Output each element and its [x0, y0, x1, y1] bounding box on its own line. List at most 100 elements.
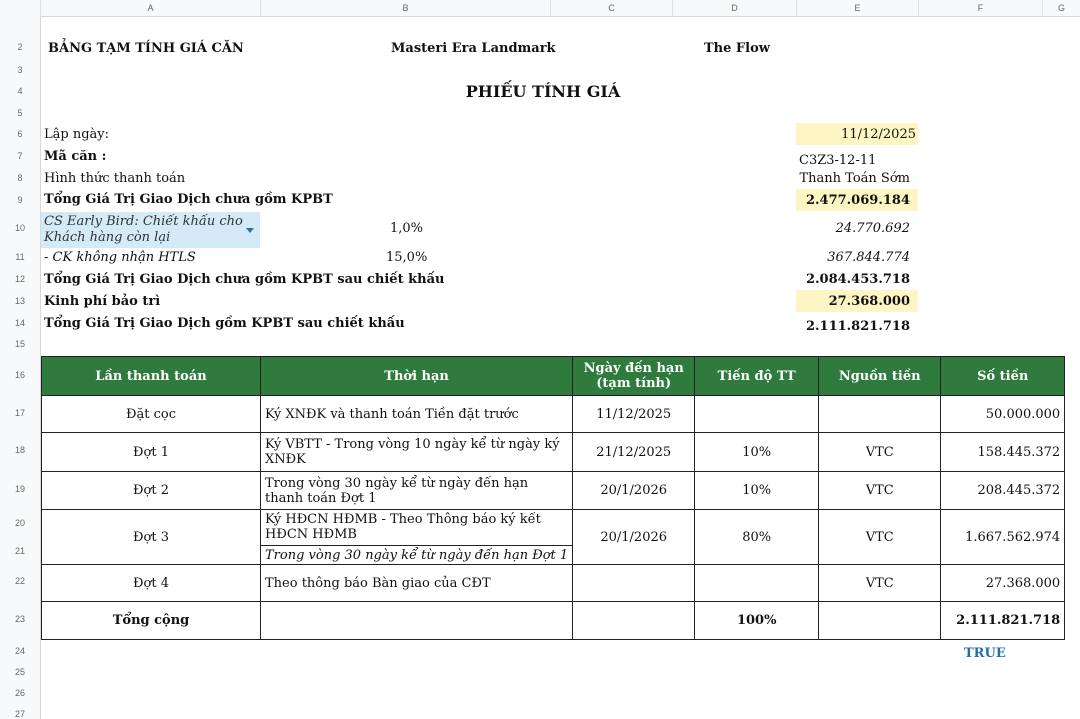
- date-value[interactable]: 11/12/2025: [841, 127, 916, 142]
- row-number[interactable]: 25: [14, 667, 25, 677]
- row-number[interactable]: 13: [14, 296, 25, 306]
- early-bird-label[interactable]: CS Early Bird: Chiết khấu cho Khách hàng…: [44, 214, 243, 245]
- row-number[interactable]: 26: [14, 688, 25, 698]
- row-number[interactable]: 16: [14, 370, 25, 380]
- amount-cell[interactable]: 27.368.000: [940, 564, 1066, 602]
- row-number[interactable]: 27: [14, 709, 25, 719]
- installment-cell[interactable]: Đợt 4: [41, 564, 261, 602]
- row-number[interactable]: 19: [14, 484, 25, 494]
- progress-cell[interactable]: [694, 395, 820, 433]
- header-cell[interactable]: Tiến độ TT: [694, 356, 820, 396]
- row-number[interactable]: 3: [17, 65, 23, 75]
- unit-value[interactable]: C3Z3-12-11: [799, 153, 877, 168]
- grand-total-value[interactable]: 2.111.821.718: [805, 319, 910, 334]
- term-line[interactable]: Ký HĐCN HĐMB - Theo Thông báo ký kết HĐC…: [261, 512, 572, 546]
- row-number[interactable]: 5: [17, 108, 23, 118]
- term-cell[interactable]: Ký XNĐK và thanh toán Tiền đặt trước: [259, 395, 574, 433]
- zone-name[interactable]: The Flow: [704, 41, 770, 56]
- row-number[interactable]: 18: [14, 445, 25, 455]
- term-line[interactable]: Trong vòng 30 ngày kể từ ngày đến hạn Đợ…: [265, 547, 569, 563]
- progress-cell[interactable]: 80%: [694, 509, 820, 565]
- payment-value[interactable]: Thanh Toán Sớm: [799, 171, 910, 186]
- installment-cell[interactable]: Đợt 1: [41, 432, 261, 472]
- early-bird-value[interactable]: 24.770.692: [835, 221, 910, 236]
- after-disc-label[interactable]: Tổng Giá Trị Giao Dịch chưa gồm KPBT sau…: [44, 272, 445, 287]
- header-cell[interactable]: Lần thanh toán: [41, 356, 261, 396]
- due-date-cell[interactable]: 21/12/2025: [572, 432, 696, 472]
- installment-cell[interactable]: Đợt 2: [41, 471, 261, 510]
- dropdown-arrow-icon[interactable]: [246, 228, 254, 233]
- amount-cell[interactable]: 50.000.000: [940, 395, 1066, 433]
- grand-total-label[interactable]: Tổng Giá Trị Giao Dịch gồm KPBT sau chiế…: [44, 316, 405, 331]
- early-bird-pct[interactable]: 1,0%: [390, 221, 424, 236]
- row-number[interactable]: 15: [14, 339, 25, 349]
- row-number[interactable]: 21: [14, 546, 25, 556]
- due-date-cell[interactable]: 11/12/2025: [572, 395, 696, 433]
- row-number[interactable]: 2: [17, 42, 23, 52]
- source-cell[interactable]: VTC: [818, 432, 942, 472]
- row-number[interactable]: 4: [17, 86, 23, 96]
- page-title[interactable]: PHIẾU TÍNH GIÁ: [465, 82, 621, 101]
- row-number[interactable]: 14: [14, 318, 25, 328]
- payment-label[interactable]: Hình thức thanh toán: [44, 171, 186, 186]
- column-header-a[interactable]: A: [40, 0, 260, 16]
- term-cell[interactable]: Theo thông báo Bàn giao của CĐT: [259, 564, 574, 602]
- empty-cell[interactable]: [259, 601, 574, 640]
- column-header-d[interactable]: D: [672, 0, 796, 16]
- term-cell[interactable]: Ký VBTT - Trong vòng 10 ngày kể từ ngày …: [259, 432, 574, 472]
- total-amount-cell[interactable]: 2.111.821.718: [940, 601, 1066, 640]
- row-number[interactable]: 20: [14, 518, 25, 528]
- header-cell[interactable]: Số tiền: [940, 356, 1066, 396]
- total-excl-label[interactable]: Tổng Giá Trị Giao Dịch chưa gồm KPBT: [44, 192, 333, 207]
- row-number[interactable]: 11: [15, 252, 25, 262]
- due-date-cell[interactable]: 20/1/2026: [572, 509, 696, 565]
- maint-label[interactable]: Kinh phí bảo trì: [44, 294, 161, 309]
- row-number[interactable]: 23: [14, 614, 25, 624]
- term-cell[interactable]: Ký HĐCN HĐMB - Theo Thông báo ký kết HĐC…: [259, 509, 574, 565]
- row-number[interactable]: 12: [14, 274, 25, 284]
- column-header-g[interactable]: G: [1042, 0, 1080, 16]
- header-cell[interactable]: Thời hạn: [259, 356, 574, 396]
- total-label-cell[interactable]: Tổng cộng: [41, 601, 261, 640]
- installment-cell[interactable]: Đặt cọc: [41, 395, 261, 433]
- progress-cell[interactable]: 10%: [694, 432, 820, 472]
- due-date-cell[interactable]: 20/1/2026: [572, 471, 696, 510]
- after-disc-value[interactable]: 2.084.453.718: [805, 272, 910, 287]
- row-number[interactable]: 6: [17, 129, 23, 139]
- due-date-cell[interactable]: [572, 564, 696, 602]
- early-bird-dropdown[interactable]: [41, 212, 260, 248]
- maint-value[interactable]: 27.368.000: [828, 294, 910, 309]
- header-cell[interactable]: Ngày đến hạn (tạm tính): [572, 356, 696, 396]
- source-cell[interactable]: VTC: [818, 564, 942, 602]
- check-result[interactable]: TRUE: [964, 646, 1006, 661]
- sheet-heading[interactable]: BẢNG TẠM TÍNH GIÁ CĂN: [48, 41, 244, 56]
- date-label[interactable]: Lập ngày:: [44, 127, 110, 142]
- project-name[interactable]: Masteri Era Landmark: [391, 41, 556, 56]
- row-number[interactable]: 8: [17, 173, 23, 183]
- progress-cell[interactable]: [694, 564, 820, 602]
- source-cell[interactable]: VTC: [818, 509, 942, 565]
- row-number[interactable]: 9: [17, 195, 23, 205]
- total-progress-cell[interactable]: 100%: [694, 601, 820, 640]
- column-header-b[interactable]: B: [260, 0, 550, 16]
- no-htls-value[interactable]: 367.844.774: [827, 250, 910, 265]
- term-cell[interactable]: Trong vòng 30 ngày kể từ ngày đến hạn th…: [259, 471, 574, 510]
- source-cell[interactable]: VTC: [818, 471, 942, 510]
- row-number[interactable]: 7: [17, 151, 23, 161]
- source-cell[interactable]: [818, 395, 942, 433]
- column-header-c[interactable]: C: [550, 0, 672, 16]
- total-excl-value[interactable]: 2.477.069.184: [805, 193, 910, 208]
- row-number[interactable]: 24: [14, 646, 25, 656]
- row-number[interactable]: 17: [14, 408, 25, 418]
- column-header-e[interactable]: E: [796, 0, 918, 16]
- amount-cell[interactable]: 1.667.562.974: [940, 509, 1066, 565]
- empty-cell[interactable]: [572, 601, 696, 640]
- column-header-f[interactable]: F: [918, 0, 1042, 16]
- no-htls-label[interactable]: - CK không nhận HTLS: [44, 250, 196, 265]
- empty-cell[interactable]: [818, 601, 942, 640]
- amount-cell[interactable]: 208.445.372: [940, 471, 1066, 510]
- unit-label[interactable]: Mã căn :: [44, 149, 107, 164]
- no-htls-pct[interactable]: 15,0%: [386, 250, 428, 265]
- progress-cell[interactable]: 10%: [694, 471, 820, 510]
- header-cell[interactable]: Nguồn tiền: [818, 356, 942, 396]
